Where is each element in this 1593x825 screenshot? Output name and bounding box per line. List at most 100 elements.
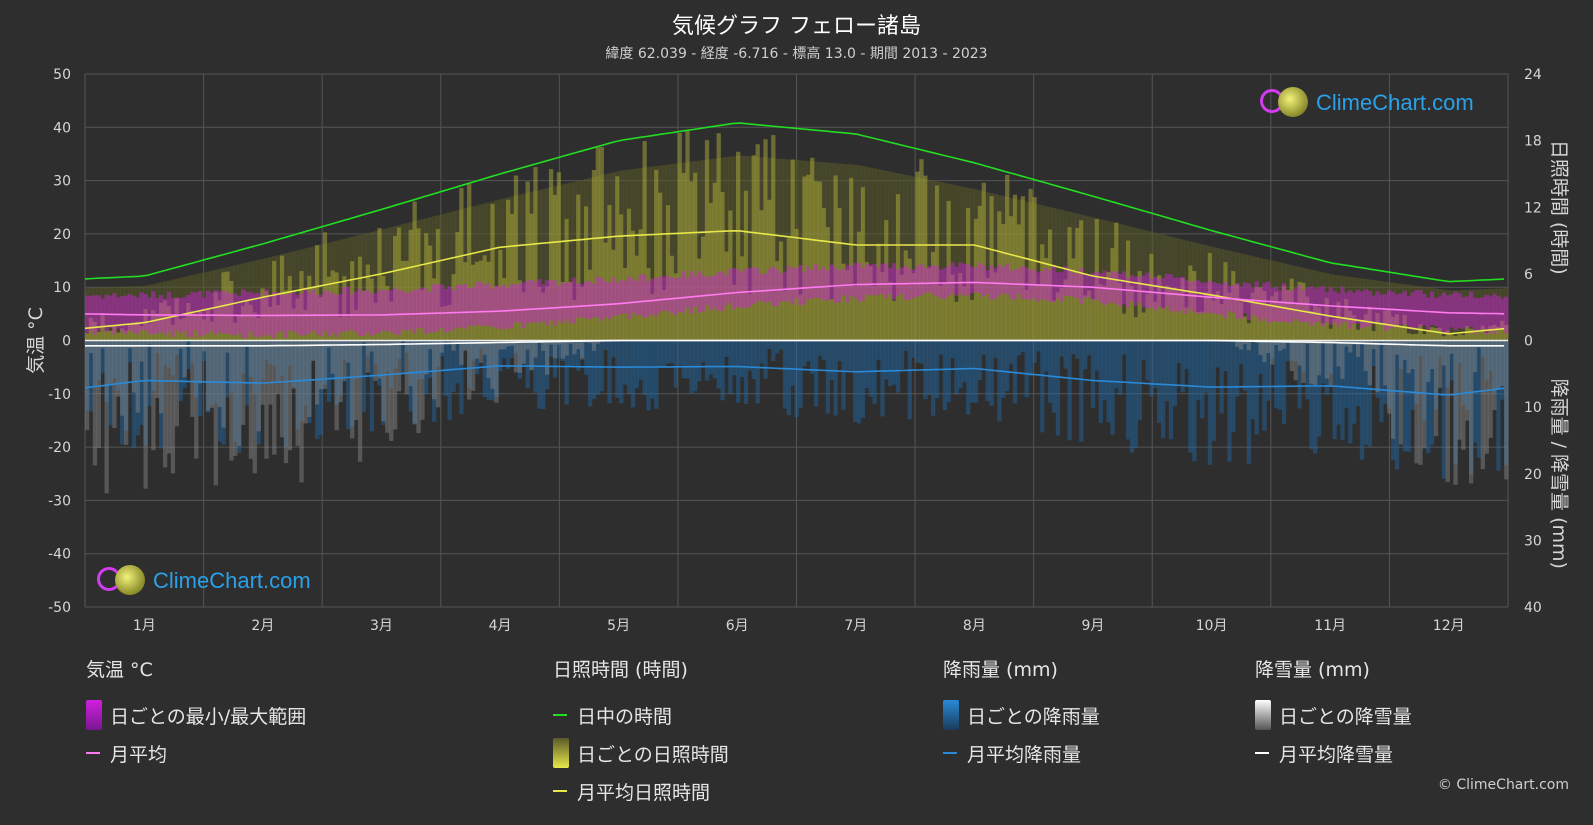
sunshine-daily-bar (287, 275, 293, 341)
rain-daily-bar (127, 340, 133, 363)
snow-daily-bar (334, 340, 339, 431)
snow-daily-bar (545, 340, 550, 375)
rain-daily-bar (377, 340, 382, 386)
sunshine-potential-bar (665, 164, 671, 341)
sunshine-potential-bar (568, 182, 573, 341)
sunshine-daily-bar (1001, 224, 1006, 341)
sunshine-daily-bar (404, 260, 409, 341)
snow-daily-bar (1457, 340, 1462, 440)
sunshine-daily-bar (1102, 285, 1107, 341)
temp-range-bar (856, 263, 862, 302)
snow-daily-bar (396, 340, 402, 392)
sunshine-daily-bar (704, 140, 710, 341)
temp-range-bar (428, 291, 433, 333)
temp-range-bar (685, 277, 690, 308)
sunshine-potential-bar (1036, 204, 1041, 341)
rain-daily-bar (665, 340, 671, 364)
temp-range-bar (108, 295, 113, 328)
temp-range-bar (739, 271, 745, 308)
rain-daily-bar (704, 340, 710, 381)
sunshine-daily-bar (502, 278, 507, 341)
sunshine-daily-bar (104, 330, 109, 341)
sunshine-potential-bar (658, 165, 663, 341)
snow-daily-bar (548, 340, 554, 345)
temp-range-bar (1348, 290, 1353, 330)
sunshine-potential-bar (860, 165, 866, 341)
rain-daily-bar (1398, 340, 1404, 369)
snow-daily-bar (307, 340, 312, 417)
rain-daily-bar (159, 340, 164, 449)
temp-range-bar (591, 283, 597, 318)
sunshine-potential-bar (751, 156, 756, 341)
sunshine-daily-bar (1457, 334, 1462, 341)
rain-daily-bar (1394, 340, 1400, 470)
temp-range-bar (751, 267, 756, 305)
sunshine-daily-bar (1067, 227, 1072, 341)
rain-daily-bar (1036, 340, 1041, 352)
sunshine-daily-bar (170, 324, 176, 341)
sunshine-potential-bar (1203, 245, 1209, 341)
sunshine-daily-bar (439, 306, 445, 341)
sunshine-potential-bar (1227, 250, 1232, 341)
sunshine-daily-bar (1430, 327, 1435, 341)
sunshine-potential-bar (502, 198, 507, 341)
rain-daily-bar (1001, 340, 1006, 398)
rain-daily-bar (1465, 340, 1470, 410)
temp-range-bar (876, 267, 881, 296)
right-axis-title-sunshine: 日照時間 (時間) (1548, 140, 1570, 275)
sunshine-potential-bar (435, 215, 441, 341)
sunshine-daily-bar (537, 286, 542, 341)
snow-daily-bar (580, 340, 585, 360)
sunshine-potential-bar (771, 158, 776, 341)
rain-daily-bar (817, 340, 823, 356)
right-tick-label-sunshine: 6 (1524, 267, 1533, 283)
temp-range-bar (225, 292, 230, 334)
sunshine-potential-bar (872, 168, 877, 341)
sunshine-daily-bar (318, 297, 324, 341)
rain-daily-bar (260, 340, 265, 379)
sunshine-potential-bar (1426, 287, 1431, 341)
temp-range-bar (712, 275, 717, 308)
temp-range-bar (623, 280, 628, 314)
rain-daily-bar (490, 340, 495, 401)
sunshine-daily-bar (1238, 301, 1244, 341)
temp-range-bar (151, 291, 156, 335)
rain-daily-bar (1375, 340, 1380, 398)
rain-daily-bar (517, 340, 523, 379)
sunshine-potential-bar (962, 186, 967, 341)
sunshine-daily-bar (1153, 301, 1158, 341)
snow-daily-bar (591, 340, 597, 351)
rain-daily-bar (1055, 340, 1061, 436)
temp-range-bar (404, 292, 409, 332)
temp-range-bar (950, 262, 955, 294)
sunshine-daily-bar (1176, 291, 1181, 341)
temp-range-bar (233, 293, 238, 336)
legend-temperature: 気温 °C 日ごとの最小/最大範囲 月平均 (86, 655, 306, 772)
sunshine-potential-bar (537, 190, 542, 341)
rain-daily-bar (619, 340, 624, 404)
sunshine-daily-bar (486, 261, 491, 341)
temp-range-bar (377, 289, 382, 333)
rain-daily-bar (693, 340, 698, 392)
temp-range-bar (794, 267, 799, 299)
rain-daily-bar (1379, 340, 1384, 423)
temp-range-bar (704, 277, 710, 306)
sunshine-potential-bar (1504, 288, 1509, 341)
rain-daily-bar (295, 340, 300, 430)
temp-range-bar (611, 277, 616, 317)
temp-range-bar (1277, 290, 1283, 322)
temp-range-bar (174, 297, 179, 331)
sunshine-daily-bar (1180, 278, 1185, 341)
sunshine-potential-bar (408, 222, 413, 341)
sunshine-potential-bar (669, 164, 675, 341)
temp-range-bar (1422, 293, 1427, 326)
temp-range-bar (1067, 268, 1072, 297)
rain-daily-bar (1359, 340, 1365, 460)
rain-daily-bar (178, 340, 183, 402)
rain-daily-bar (412, 340, 417, 425)
rain-daily-bar (790, 340, 795, 386)
temp-range-bar (681, 271, 686, 313)
rain-daily-bar (1219, 340, 1224, 414)
rain-daily-bar (459, 340, 464, 415)
sunshine-daily-bar (1379, 322, 1384, 341)
